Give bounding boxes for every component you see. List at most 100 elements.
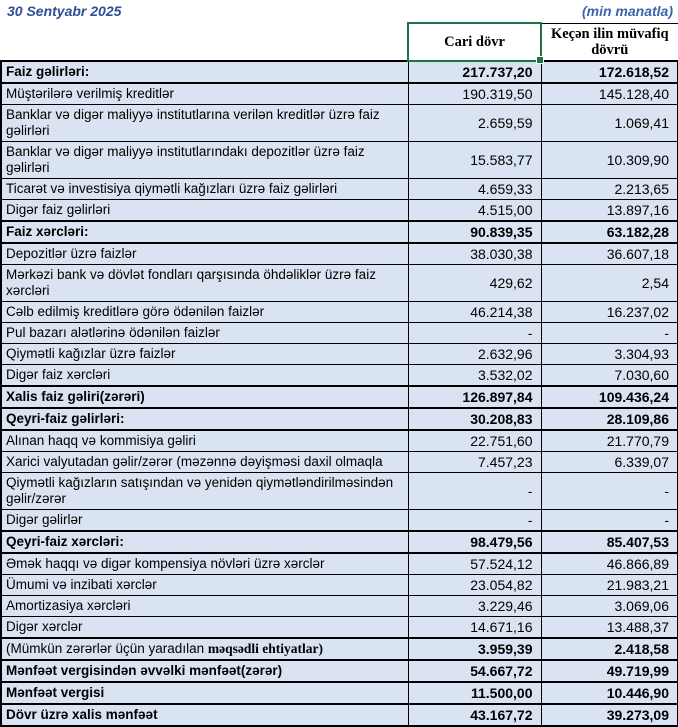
current-period-value-cell[interactable]: - <box>407 472 542 510</box>
current-period-value-cell[interactable]: 30.208,83 <box>407 407 542 431</box>
row-label-cell[interactable]: Ümumi və inzibati xərclər <box>0 574 409 596</box>
previous-period-value-cell[interactable]: 21.770,79 <box>540 429 678 452</box>
current-period-label: Cari dövr <box>444 34 505 50</box>
current-period-value-cell[interactable]: - <box>407 322 542 344</box>
previous-period-value-cell[interactable]: 109.436,24 <box>540 385 678 409</box>
current-period-value-cell[interactable]: 429,62 <box>407 264 542 302</box>
row-label-cell[interactable]: Faiz gəlirləri: <box>0 60 409 84</box>
row-label-cell[interactable]: Mərkəzi bank və dövlət fondları qarşısın… <box>0 264 409 302</box>
row-label-cell[interactable]: Depozitlər üzrə faizlər <box>0 242 409 265</box>
table-row: Cəlb edilmiş kreditlərə görə ödənilən fa… <box>0 301 678 323</box>
current-period-value-cell[interactable]: - <box>407 509 542 532</box>
previous-period-value-cell[interactable]: 85.407,53 <box>540 530 678 554</box>
current-period-value-cell[interactable]: 14.671,16 <box>407 616 542 639</box>
previous-period-value-cell[interactable]: 7.030,60 <box>540 364 678 387</box>
current-period-value-cell[interactable]: 2.659,59 <box>407 104 542 142</box>
row-label-cell[interactable]: Müştərilərə verilmiş kreditlər <box>0 82 409 105</box>
table-row: Digər faiz gəlirləri 4.515,00 13.897,16 <box>0 199 678 222</box>
table-row: Faiz xərcləri: 90.839,35 63.182,28 <box>0 220 678 244</box>
previous-period-value-cell[interactable]: 6.339,07 <box>540 451 678 473</box>
row-label-cell[interactable]: Qiymətli kağızların satışından və yenidə… <box>0 472 409 510</box>
table-row: Xarici valyutadan gəlir/zərər (məzənnə d… <box>0 451 678 473</box>
row-label-cell[interactable]: Qeyri-faiz gəlirləri: <box>0 407 409 431</box>
row-label-cell[interactable]: Qiymətli kağızlar üzrə faizlər <box>0 343 409 365</box>
previous-period-value-cell[interactable]: 10.309,90 <box>540 141 678 179</box>
previous-period-value-cell[interactable]: 63.182,28 <box>540 220 678 244</box>
row-label-cell[interactable]: Faiz xərcləri: <box>0 220 409 244</box>
previous-period-value-cell[interactable]: 21.983,21 <box>540 574 678 596</box>
current-period-header-cell[interactable]: Cari dövr <box>407 22 544 64</box>
previous-period-value-cell[interactable]: 46.866,89 <box>540 552 678 575</box>
row-label-cell[interactable]: Digər gəlirlər <box>0 509 409 532</box>
current-period-value-cell[interactable]: 57.524,12 <box>407 552 542 575</box>
current-period-value-cell[interactable]: 126.897,84 <box>407 385 542 409</box>
current-period-value-cell[interactable]: 23.054,82 <box>407 574 542 596</box>
previous-period-value-cell[interactable]: 2.213,65 <box>540 178 678 200</box>
selection-fill-handle[interactable] <box>536 56 544 64</box>
current-period-value-cell[interactable]: 11.500,00 <box>407 681 542 705</box>
current-period-value-cell[interactable]: 4.515,00 <box>407 199 542 222</box>
row-label-cell[interactable]: Xarici valyutadan gəlir/zərər (məzənnə d… <box>0 451 409 473</box>
previous-period-value-cell[interactable]: 145.128,40 <box>540 82 678 105</box>
previous-period-value-cell[interactable]: - <box>540 509 678 532</box>
current-period-value-cell[interactable]: 7.457,23 <box>407 451 542 473</box>
previous-period-value-cell[interactable]: 28.109,86 <box>540 407 678 431</box>
row-label-cell[interactable]: Digər faiz xərcləri <box>0 364 409 387</box>
previous-period-value-cell[interactable]: 10.446,90 <box>540 681 678 705</box>
current-period-value-cell[interactable]: 3.229,46 <box>407 595 542 617</box>
previous-period-value-cell[interactable]: 49.719,99 <box>540 659 678 683</box>
current-period-value-cell[interactable]: 3.959,39 <box>407 637 542 661</box>
current-period-value-cell[interactable]: 3.532,02 <box>407 364 542 387</box>
row-label-cell[interactable]: Banklar və digər maliyyə institutlarına … <box>0 104 409 142</box>
current-period-value-cell[interactable]: 4.659,33 <box>407 178 542 200</box>
row-label-cell[interactable]: Pul bazarı alətlərinə ödənilən faizlər <box>0 322 409 344</box>
previous-period-value-cell[interactable]: 2,54 <box>540 264 678 302</box>
previous-period-value-cell[interactable]: - <box>540 322 678 344</box>
current-period-value-cell[interactable]: 190.319,50 <box>407 82 542 105</box>
table-row: Digər xərclər 14.671,16 13.488,37 <box>0 616 678 639</box>
previous-period-label: Keçən ilin müvafiq dövrü <box>550 25 669 58</box>
current-period-value-cell[interactable]: 2.632,96 <box>407 343 542 365</box>
row-label-cell[interactable]: Digər faiz gəlirləri <box>0 199 409 222</box>
row-label-cell[interactable]: Xalis faiz gəliri(zərəri) <box>0 385 409 409</box>
table-row: Depozitlər üzrə faizlər 38.030,38 36.607,1… <box>0 242 678 265</box>
row-label-cell[interactable]: Əmək haqqı və digər kompensiya növləri ü… <box>0 552 409 575</box>
row-label-cell[interactable]: (Mümkün zərərlər üçün yaradılan məqsədli… <box>0 637 409 661</box>
current-period-value-cell[interactable]: 43.167,72 <box>407 703 542 727</box>
row-label-cell[interactable]: Amortizasiya xərcləri <box>0 595 409 617</box>
previous-period-value-cell[interactable]: - <box>540 472 678 510</box>
current-period-value-cell[interactable]: 54.667,72 <box>407 659 542 683</box>
previous-period-value-cell[interactable]: 16.237,02 <box>540 301 678 323</box>
previous-period-value-cell[interactable]: 2.418,58 <box>540 637 678 661</box>
previous-period-value-cell[interactable]: 3.069,06 <box>540 595 678 617</box>
report-date: 30 Sentyabr 2025 <box>7 3 122 19</box>
row-label-cell[interactable]: Dövr üzrə xalis mənfəət <box>0 703 409 727</box>
row-label-cell[interactable]: Digər xərclər <box>0 616 409 639</box>
row-label-cell[interactable]: Alınan haqq və kommisiya gəliri <box>0 429 409 452</box>
table-row: Müştərilərə verilmiş kreditlər 190.319,50… <box>0 82 678 105</box>
previous-period-value-cell[interactable]: 36.607,18 <box>540 242 678 265</box>
previous-period-header-cell[interactable]: Keçən ilin müvafiq dövrü <box>540 22 678 62</box>
previous-period-value-cell[interactable]: 3.304,93 <box>540 343 678 365</box>
row-label-cell[interactable]: Banklar və digər maliyyə institutlarında… <box>0 141 409 179</box>
previous-period-value-cell[interactable]: 13.897,16 <box>540 199 678 222</box>
previous-period-value-cell[interactable]: 13.488,37 <box>540 616 678 639</box>
current-period-value-cell[interactable]: 38.030,38 <box>407 242 542 265</box>
current-period-value-cell[interactable]: 217.737,20 <box>407 60 542 84</box>
current-period-value-cell[interactable]: 90.839,35 <box>407 220 542 244</box>
previous-period-value-cell[interactable]: 39.273,09 <box>540 703 678 727</box>
table-row: Banklar və digər maliyyə institutlarında… <box>0 141 678 179</box>
row-label-cell[interactable]: Cəlb edilmiş kreditlərə görə ödənilən fa… <box>0 301 409 323</box>
table-row: Qeyri-faiz xərcləri: 98.479,56 85.407,53 <box>0 530 678 554</box>
current-period-value-cell[interactable]: 22.751,60 <box>407 429 542 452</box>
current-period-value-cell[interactable]: 15.583,77 <box>407 141 542 179</box>
row-label-cell[interactable]: Mənfəət vergisindən əvvəlki mənfəət(zərə… <box>0 659 409 683</box>
current-period-value-cell[interactable]: 46.214,38 <box>407 301 542 323</box>
row-label-cell[interactable]: Qeyri-faiz xərcləri: <box>0 530 409 554</box>
current-period-value-cell[interactable]: 98.479,56 <box>407 530 542 554</box>
previous-period-value-cell[interactable]: 1.069,41 <box>540 104 678 142</box>
row-label-cell[interactable]: Mənfəət vergisi <box>0 681 409 705</box>
row-label-cell[interactable]: Ticarət və investisiya qiymətli kağızlar… <box>0 178 409 200</box>
previous-period-value-cell[interactable]: 172.618,52 <box>540 60 678 84</box>
